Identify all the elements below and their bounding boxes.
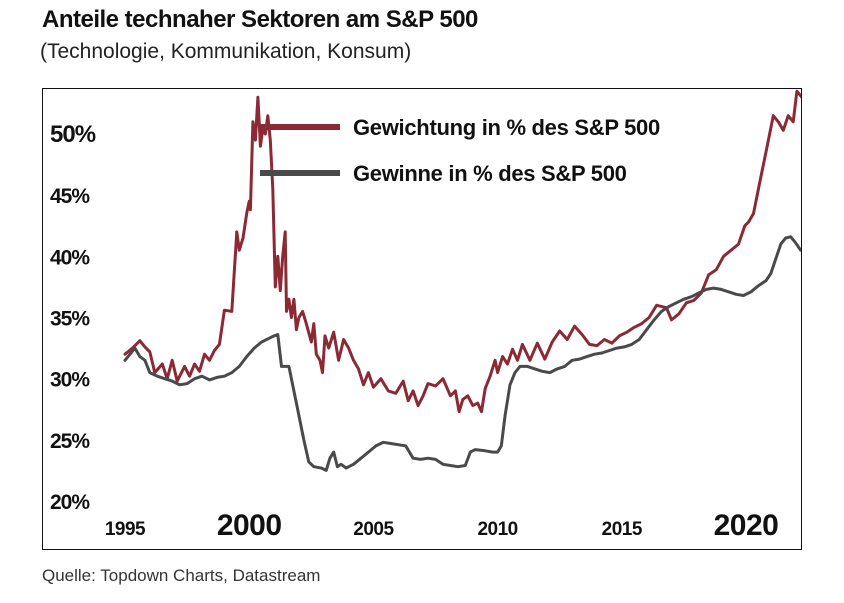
y-tick-label: 20% bbox=[50, 491, 90, 514]
y-tick-label: 40% bbox=[50, 246, 90, 269]
x-tick-label: 2010 bbox=[477, 519, 517, 540]
y-tick-label: 50% bbox=[50, 121, 96, 148]
line-chart: 20% 25% 30% 35% 40% 45% 50% 1995 2000 2005 2010 201… bbox=[50, 89, 801, 542]
source-note: Quelle: Topdown Charts, Datastream bbox=[42, 566, 321, 585]
chart-frame: 20% 25% 30% 35% 40% 45% 50% 1995 2000 2005 2010 201… bbox=[42, 88, 802, 550]
series-line-earnings bbox=[123, 235, 801, 472]
x-tick-label: 2020 bbox=[714, 509, 779, 542]
y-tick-label: 45% bbox=[50, 185, 90, 208]
chart-subtitle: (Technologie, Kommunikation, Konsum) bbox=[40, 40, 412, 63]
legend-label-earnings: Gewinne in % des S&P 500 bbox=[353, 161, 627, 186]
legend-label-weighting: Gewichtung in % des S&P 500 bbox=[353, 115, 660, 140]
x-tick-label: 2000 bbox=[217, 509, 282, 542]
y-tick-label: 30% bbox=[50, 369, 90, 392]
x-tick-label: 1995 bbox=[105, 519, 146, 540]
y-tick-label: 25% bbox=[50, 430, 90, 453]
x-tick-label: 2005 bbox=[353, 519, 394, 540]
chart-title: Anteile technaher Sektoren am S&P 500 bbox=[42, 6, 478, 33]
y-tick-label: 35% bbox=[50, 308, 90, 331]
x-tick-label: 2015 bbox=[602, 519, 643, 540]
series-line-weighting bbox=[123, 89, 801, 414]
